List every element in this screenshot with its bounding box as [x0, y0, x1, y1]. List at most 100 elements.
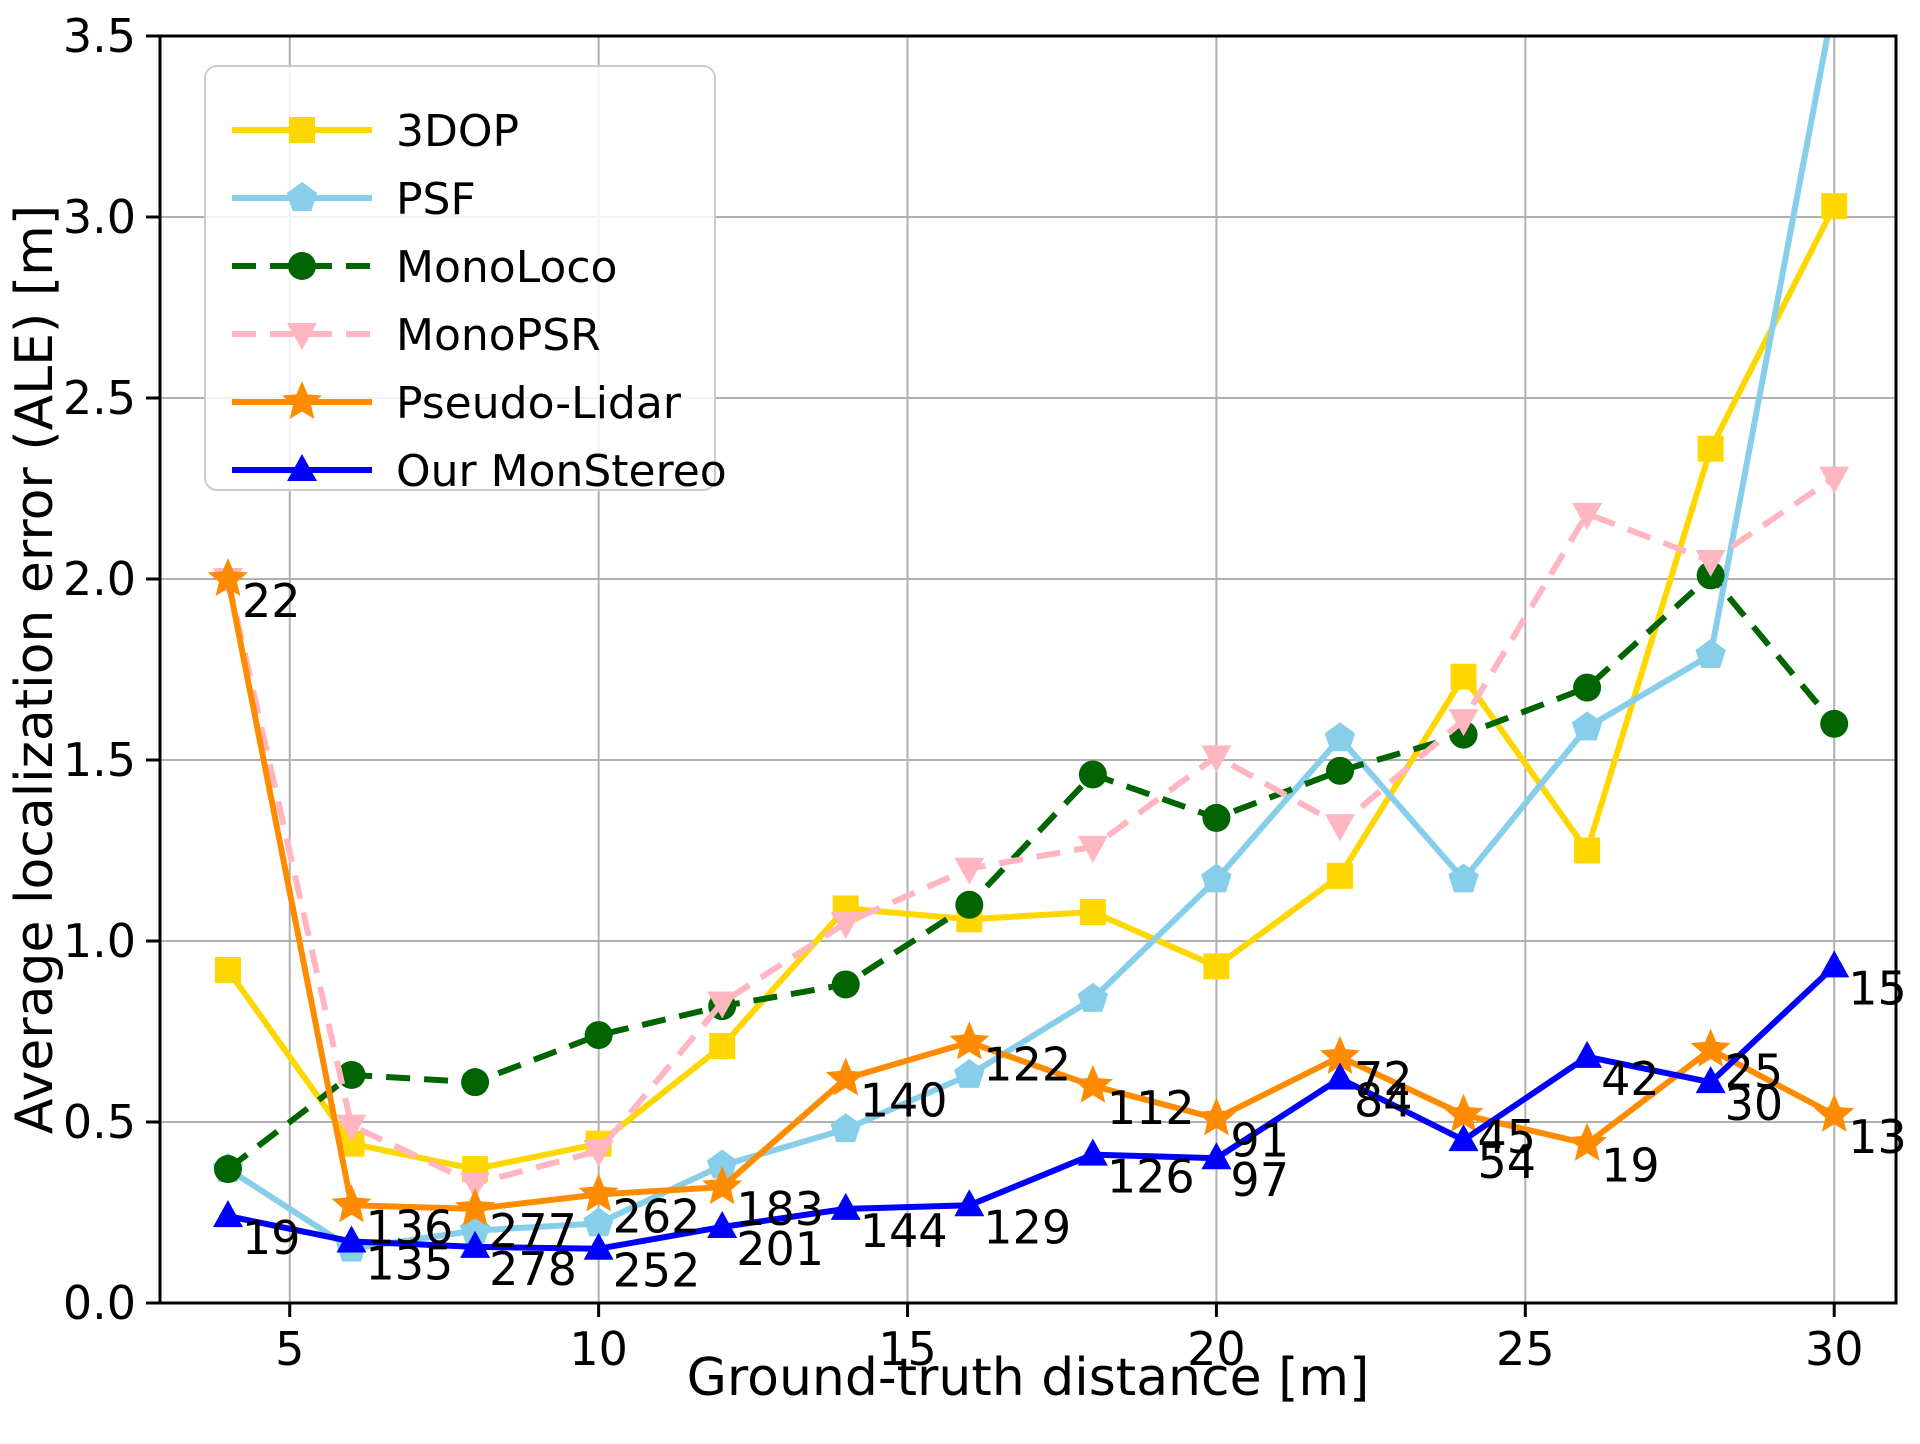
circle-marker	[831, 970, 860, 999]
count-annotation: 140	[860, 1074, 948, 1128]
triangle-up-marker	[830, 1192, 861, 1220]
pentagon-marker	[954, 1058, 985, 1088]
count-annotation: 22	[242, 574, 301, 628]
triangle-down-marker	[583, 1139, 614, 1167]
tick-labels: 5 10 15 20 25 300.00.51.01.52.02.53.03.5	[63, 9, 1864, 1376]
star-marker	[825, 1057, 866, 1096]
star-marker	[1567, 1122, 1608, 1161]
x-tick-label: 5	[275, 1322, 304, 1376]
star-marker	[282, 381, 322, 419]
legend-label: MonoLoco	[396, 242, 617, 293]
y-tick-label: 2.5	[63, 371, 136, 425]
star-marker	[1072, 1064, 1113, 1103]
circle-marker	[461, 1068, 490, 1097]
count-annotation: 122	[983, 1037, 1071, 1091]
triangle-up-marker	[1201, 1142, 1232, 1170]
y-tick-label: 2.0	[63, 552, 136, 606]
count-annotation: 84	[1354, 1074, 1413, 1128]
triangle-down-marker	[1695, 549, 1726, 577]
triangle-up-marker	[212, 1200, 243, 1228]
star-marker	[455, 1187, 496, 1226]
square-marker	[214, 956, 241, 983]
count-annotation: 72	[1354, 1052, 1413, 1106]
star-marker	[1443, 1093, 1484, 1132]
count-annotation: 97	[1230, 1153, 1289, 1207]
y-tick-label: 3.5	[63, 9, 136, 63]
star-marker	[578, 1173, 619, 1212]
count-annotation: 54	[1478, 1135, 1537, 1189]
pentagon-marker	[286, 182, 318, 211]
series-line	[226, 572, 1837, 1172]
triangle-up-marker	[287, 454, 317, 481]
square-marker	[1326, 862, 1353, 889]
circle-marker	[1202, 803, 1231, 832]
pentagon-marker	[583, 1207, 614, 1237]
circle-marker	[1325, 756, 1354, 785]
triangle-down-marker	[707, 991, 738, 1019]
triangle-up-marker	[336, 1225, 367, 1253]
triangle-up-marker	[1448, 1124, 1479, 1152]
triangle-down-marker	[1324, 814, 1355, 842]
series-our-monstereo	[212, 950, 1850, 1260]
triangle-up-marker	[1695, 1066, 1726, 1094]
count-annotation: 126	[1107, 1150, 1195, 1204]
triangle-up-marker	[1077, 1138, 1108, 1166]
square-marker	[1079, 899, 1106, 926]
triangle-down-marker	[1572, 502, 1603, 530]
count-annotation: 277	[489, 1204, 577, 1258]
count-annotation: 25	[1725, 1045, 1784, 1099]
legend-entry-monopsr: MonoPSR	[232, 310, 601, 361]
count-annotation: 144	[860, 1204, 948, 1258]
triangle-up-marker	[707, 1210, 738, 1238]
count-annotation: 201	[736, 1222, 824, 1276]
y-tick-label: 0.5	[63, 1095, 136, 1149]
count-annotation: 19	[242, 1211, 301, 1265]
x-axis-title: Ground-truth distance [m]	[687, 1348, 1370, 1408]
x-tick-label: 10	[569, 1322, 628, 1376]
circle-marker	[584, 1021, 613, 1050]
triangle-up-marker	[583, 1232, 614, 1260]
star-marker	[702, 1166, 743, 1205]
pentagon-marker	[1571, 711, 1603, 741]
circle-marker	[1820, 709, 1849, 738]
triangle-down-marker	[1077, 835, 1108, 863]
count-annotation: 30	[1725, 1077, 1784, 1131]
square-marker	[1203, 953, 1230, 980]
legend-label: 3DOP	[396, 106, 519, 157]
series-line	[227, 964, 1837, 1252]
triangle-up-marker	[954, 1189, 985, 1217]
triangle-down-marker	[954, 857, 985, 885]
legend-label: MonoPSR	[396, 310, 601, 361]
count-annotation: 262	[613, 1189, 701, 1243]
pentagon-marker	[1324, 722, 1356, 752]
square-marker	[1574, 837, 1601, 864]
x-tick-label: 25	[1496, 1322, 1555, 1376]
count-annotation: 135	[366, 1236, 454, 1290]
x-tick-label: 20	[1187, 1322, 1246, 1376]
count-annotation: 91	[1230, 1113, 1289, 1167]
count-annotation: 19	[1601, 1139, 1660, 1193]
triangle-down-marker	[1448, 709, 1479, 737]
legend-box	[204, 65, 716, 491]
triangle-up-marker	[460, 1230, 491, 1258]
legend: 3DOP PSF MonoLoco MonoPSR Pseudo-Lidar Our Mo…	[204, 65, 727, 497]
y-tick-label: 1.0	[63, 914, 136, 968]
count-annotation: 278	[489, 1242, 577, 1296]
pentagon-marker	[1077, 982, 1109, 1012]
y-axis-title: Average localization error (ALE) [m]	[5, 205, 65, 1134]
square-marker	[289, 117, 315, 143]
circle-marker	[288, 252, 316, 280]
pentagon-marker	[830, 1113, 861, 1143]
triangle-down-marker	[460, 1172, 491, 1200]
count-annotation: 112	[1107, 1081, 1195, 1135]
triangle-down-marker	[336, 1114, 367, 1142]
star-marker	[207, 558, 248, 596]
y-tick-label: 0.0	[63, 1276, 136, 1330]
count-annotation: 136	[366, 1200, 454, 1254]
legend-entry-our-monstereo: Our MonStereo	[232, 446, 727, 497]
circle-marker	[213, 1155, 242, 1184]
legend-label: PSF	[396, 174, 476, 225]
point-annotations: 22 136 277 262 183 140 122 112 91 72 45 19 25 13 19 135…	[242, 574, 1907, 1298]
series-line	[226, 36, 1831, 1252]
